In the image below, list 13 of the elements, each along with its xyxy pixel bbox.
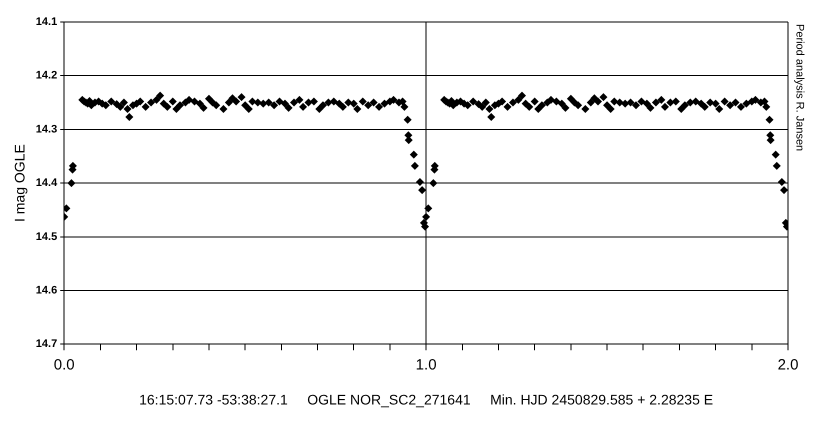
y-tick-label: 14.7 <box>36 338 58 350</box>
y-tick-label: 14.4 <box>36 177 58 190</box>
y-tick-label: 14.3 <box>36 123 58 136</box>
y-tick-label: 14.2 <box>36 70 58 82</box>
text: Period analysis R. Jansen <box>793 24 806 152</box>
y-tick-label: 14.5 <box>36 230 58 243</box>
y-axis-title: I mag OGLE <box>11 144 28 222</box>
x-tick-label: 2.0 <box>778 356 798 374</box>
y-tick-label: 14.1 <box>36 16 58 28</box>
x-tick-label: 0.0 <box>54 356 75 374</box>
x-tick-label: 1.0 <box>416 356 437 374</box>
x-axis-title: 16:15:07.73 -53:38:27.1 OGLE NOR_SC2_271641 Min. HJD 2450829.585 + 2.28235 E <box>139 391 714 408</box>
y-tick-label: 14.6 <box>36 284 58 297</box>
